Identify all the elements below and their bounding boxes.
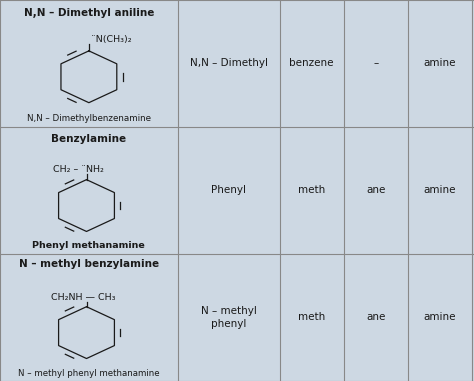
Text: N – methyl benzylamine: N – methyl benzylamine xyxy=(19,259,159,269)
Text: amine: amine xyxy=(423,58,456,69)
Text: meth: meth xyxy=(298,312,325,322)
Text: CH₂NH — CH₃: CH₂NH — CH₃ xyxy=(51,293,116,302)
Text: N,N – Dimethyl aniline: N,N – Dimethyl aniline xyxy=(24,8,154,18)
Text: Phenyl: Phenyl xyxy=(211,185,246,195)
Text: Phenyl methanamine: Phenyl methanamine xyxy=(33,241,145,250)
Text: ane: ane xyxy=(366,312,385,322)
Text: N – methyl
phenyl: N – methyl phenyl xyxy=(201,306,256,329)
Text: N – methyl phenyl methanamine: N – methyl phenyl methanamine xyxy=(18,369,160,378)
Text: –: – xyxy=(373,58,378,69)
Text: CH₂ – ¨NH₂: CH₂ – ¨NH₂ xyxy=(53,165,104,174)
Text: ¨N(CH₃)₂: ¨N(CH₃)₂ xyxy=(91,35,132,44)
Text: meth: meth xyxy=(298,185,325,195)
Text: ane: ane xyxy=(366,185,385,195)
Text: benzеne: benzеne xyxy=(290,58,334,69)
Text: amine: amine xyxy=(423,312,456,322)
Text: Benzylamine: Benzylamine xyxy=(51,134,127,144)
Text: N,N – Dimethyl: N,N – Dimethyl xyxy=(190,58,268,69)
Text: amine: amine xyxy=(423,185,456,195)
Text: N,N – Dimethylbenzenamine: N,N – Dimethylbenzenamine xyxy=(27,114,151,123)
